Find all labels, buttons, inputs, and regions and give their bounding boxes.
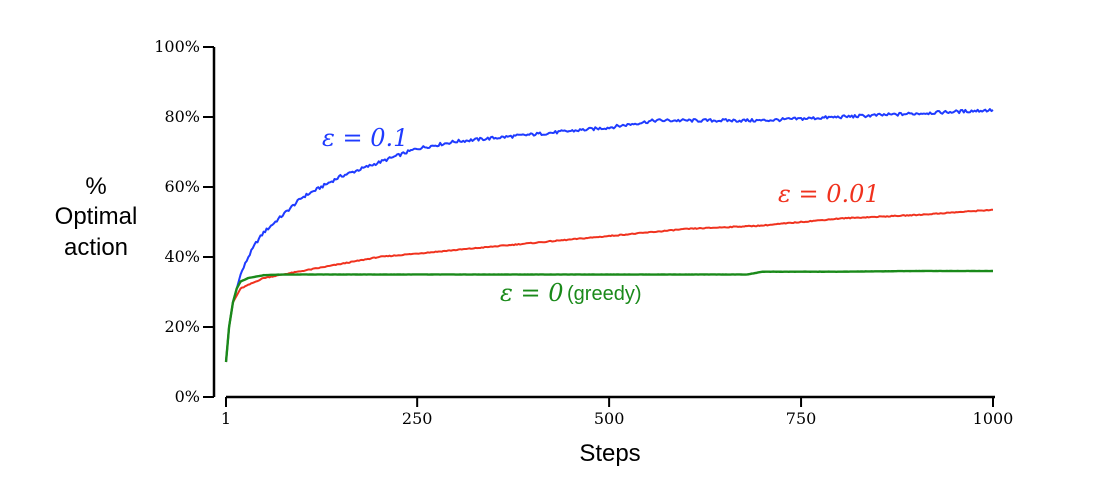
y-tick-label: 100%: [154, 37, 200, 56]
series-label-eps-0-1: ε = 0.1: [322, 124, 408, 152]
y-tick-label: 60%: [164, 177, 200, 196]
x-tick-label: 500: [594, 409, 625, 428]
series-label-eps-0-01: ε = 0.01: [778, 180, 880, 208]
y-tick-label: 20%: [164, 317, 200, 336]
series-line-0: [225, 108, 994, 363]
x-axis-title: Steps: [579, 440, 640, 467]
y-axis-title-line-3: action: [64, 234, 128, 261]
y-tick-label: 40%: [164, 247, 200, 266]
x-tick-label: 1000: [973, 409, 1014, 428]
y-ticks: 0% 20% 40% 60% 80% 100%: [154, 37, 214, 406]
y-axis-title-line-1: %: [85, 173, 106, 200]
series-lines: [224, 108, 994, 363]
y-axis-title-line-2: Optimal: [55, 203, 138, 230]
x-tick-label: 750: [786, 409, 817, 428]
y-tick-label: 0%: [175, 387, 200, 406]
x-ticks: 1 250 500 750 1000: [221, 397, 1013, 428]
x-tick-label: 250: [402, 409, 433, 428]
y-tick-label: 80%: [164, 107, 200, 126]
x-tick-label: 1: [221, 409, 231, 428]
series-label-greedy: (greedy): [567, 283, 641, 305]
series-label-eps-0: ε = 0: [500, 279, 564, 307]
series-line-1: [225, 208, 994, 363]
series-line-2: [224, 269, 994, 363]
